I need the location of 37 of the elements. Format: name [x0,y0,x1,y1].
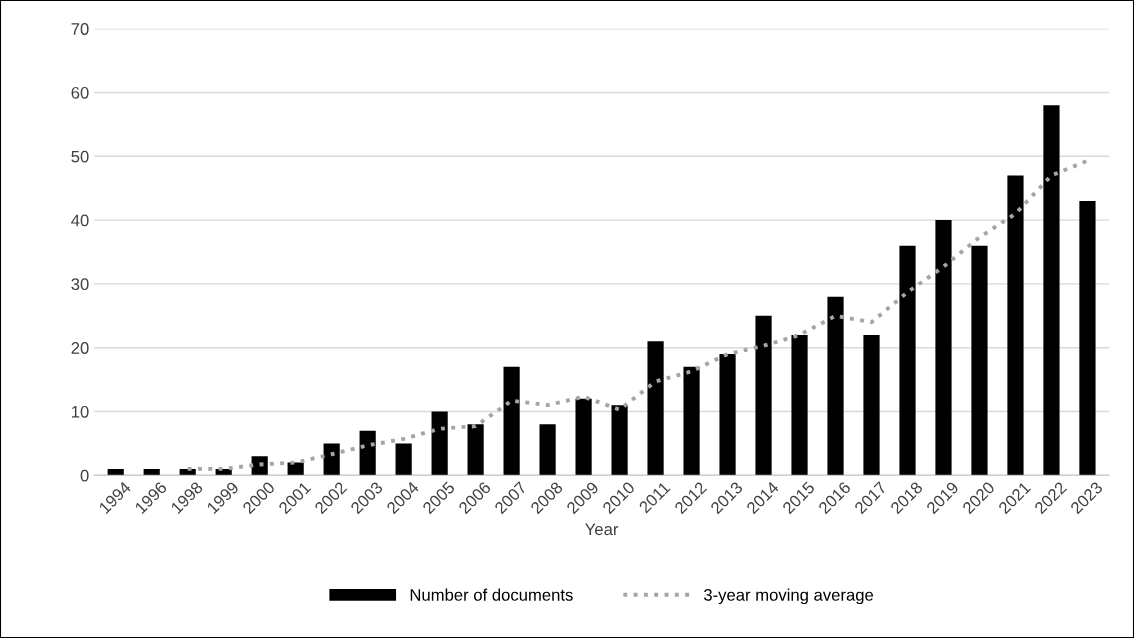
bar [719,354,736,476]
bar [539,424,556,476]
y-tick-label: 30 [71,278,89,291]
bar [1007,175,1024,476]
bar [971,245,988,476]
bar [647,341,664,476]
bar [863,334,880,476]
bar [575,398,592,476]
bar [467,424,484,476]
legend-label: 3-year moving average [703,588,874,605]
bar [827,296,844,476]
bar [683,366,700,476]
bar [107,468,124,476]
bar [1043,105,1060,476]
bar [1079,200,1096,476]
bar [359,430,376,476]
y-tick-label: 10 [72,405,89,418]
bar [323,443,340,476]
y-tick-label: 0 [80,469,89,482]
y-tick-label: 70 [71,23,89,35]
y-tick-label: 50 [71,150,89,163]
bar [611,405,628,476]
bar [503,366,520,476]
y-tick-label: 20 [71,342,89,354]
legend-label: Number of documents [410,588,573,601]
y-tick-label: 40 [71,214,89,227]
bar [143,468,160,476]
bar [395,443,412,476]
x-axis-title: Year [585,523,619,536]
bar [791,334,808,476]
line-series [185,158,1090,471]
bar [431,411,448,476]
bar [935,220,952,476]
bar [251,456,268,476]
y-tick-label: 60 [71,86,89,99]
bar [755,315,772,476]
bar [899,245,916,476]
